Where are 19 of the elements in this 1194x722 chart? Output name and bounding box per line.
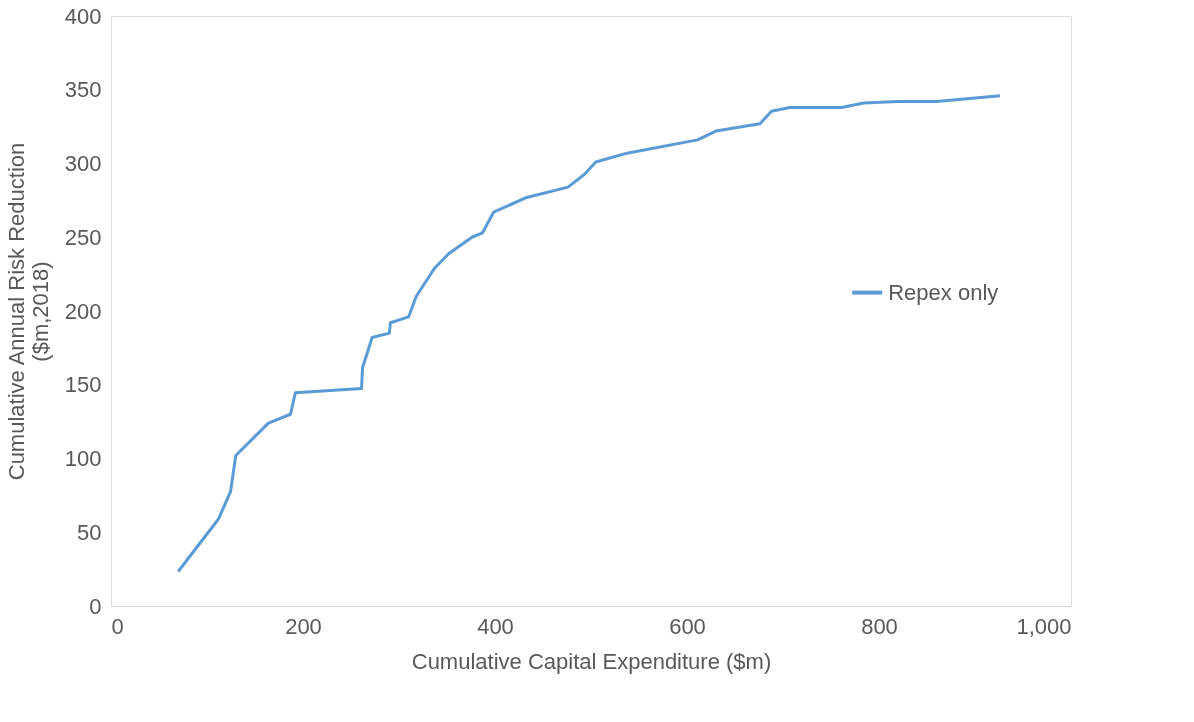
y-tick-label: 150: [64, 372, 102, 398]
line-series: [176, 94, 1002, 573]
y-tick-label: 100: [64, 446, 102, 471]
x-tick-label: 800: [861, 613, 898, 639]
x-axis-title: Cumulative Capital Expenditure ($m): [411, 648, 772, 674]
legend-label: Repex only: [888, 279, 999, 305]
x-tick-label: 600: [669, 613, 706, 639]
x-tick-label: 200: [285, 613, 322, 639]
y-axis-title: Cumulative Annual Risk Reduction ($m,2018): [3, 142, 53, 481]
y-tick-label: 250: [64, 224, 102, 250]
y-tick-label: 200: [64, 298, 102, 324]
x-tick-label: 1,000: [1016, 613, 1072, 639]
y-tick-label: 350: [64, 77, 102, 103]
y-tick-label: 300: [64, 151, 102, 176]
y-tick-label: 400: [64, 3, 102, 29]
y-tick-label: 50: [77, 519, 102, 545]
x-tick-label: 0: [111, 613, 124, 639]
x-tick-label: 400: [477, 613, 514, 639]
y-tick-label: 0: [89, 593, 102, 619]
